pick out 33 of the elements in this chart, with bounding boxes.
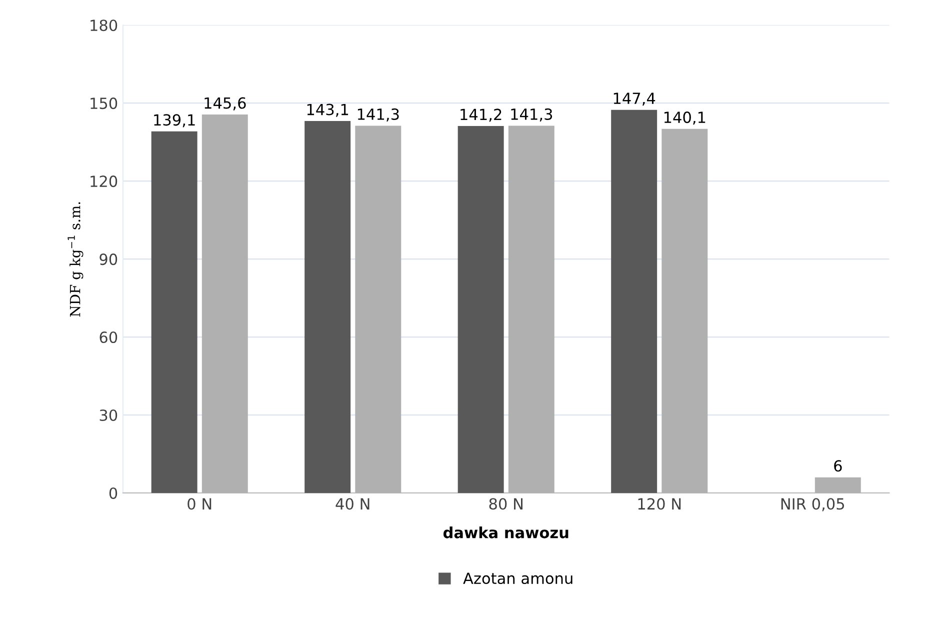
legend-label: Azotan amonu bbox=[463, 572, 572, 584]
y-tick-label: 120 bbox=[90, 176, 118, 188]
data-label: 141,3 bbox=[358, 108, 399, 122]
bar bbox=[458, 126, 504, 493]
data-label: 141,2 bbox=[460, 108, 502, 122]
data-label: 139,1 bbox=[154, 114, 195, 128]
bar bbox=[151, 131, 198, 493]
bar bbox=[611, 110, 658, 493]
bar bbox=[202, 114, 248, 493]
y-tick-label: 90 bbox=[100, 254, 118, 266]
x-axis-title: dawka nawozu bbox=[443, 526, 568, 538]
x-tick-label: NIR 0,05 bbox=[781, 498, 844, 512]
data-label: 141,3 bbox=[511, 108, 552, 122]
x-tick-label: 120 N bbox=[638, 498, 681, 510]
x-tick-label: 40 N bbox=[336, 498, 370, 510]
data-label: 145,6 bbox=[204, 97, 246, 110]
x-tick-label: 0 N bbox=[188, 498, 212, 510]
y-tick-label: 150 bbox=[90, 98, 118, 110]
data-label: 147,4 bbox=[614, 92, 656, 106]
bar bbox=[304, 121, 351, 493]
data-label: 6 bbox=[834, 460, 842, 472]
bar bbox=[662, 128, 708, 493]
data-label: 143,1 bbox=[307, 104, 348, 117]
y-tick-label: 0 bbox=[109, 487, 118, 499]
bar bbox=[508, 126, 554, 493]
x-tick-label: 80 N bbox=[489, 498, 522, 510]
y-tick-label: 60 bbox=[100, 331, 118, 344]
y-axis-title: NDF g kg$^{−1}$ s.m. bbox=[68, 202, 84, 317]
y-tick-label: 30 bbox=[100, 409, 118, 422]
bar bbox=[814, 477, 861, 493]
data-label: 140,1 bbox=[664, 112, 706, 125]
y-tick-label: 180 bbox=[90, 20, 118, 32]
bar bbox=[355, 126, 402, 493]
